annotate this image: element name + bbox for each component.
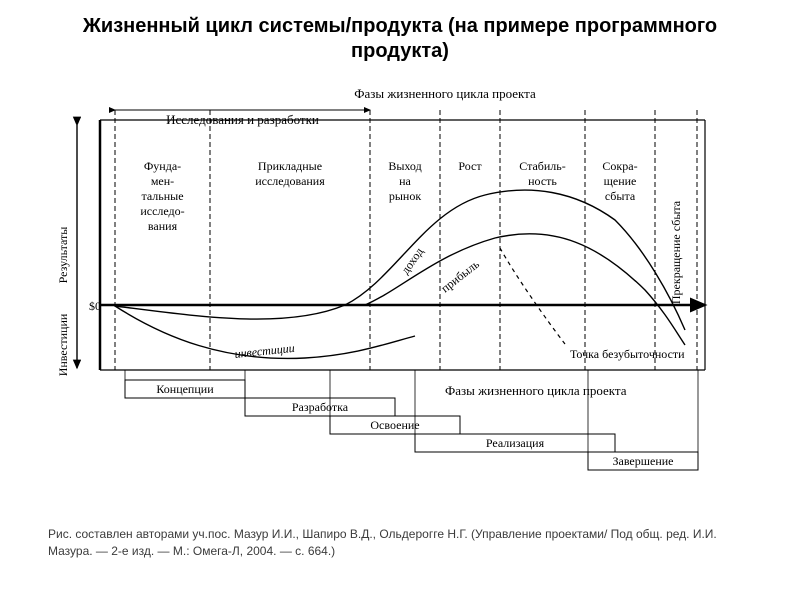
breakeven-pointer xyxy=(500,248,565,344)
phase-boxes-title: Фазы жизненного цикла проекта xyxy=(445,383,627,398)
phase-col-label: вания xyxy=(148,219,178,233)
phase-col-label: Прикладные xyxy=(258,159,322,173)
lifecycle-diagram: Фазы жизненного цикла проектаИсследовани… xyxy=(45,80,745,485)
phase-col-label: щение xyxy=(604,174,637,188)
curve-label-profit: прибыль xyxy=(438,257,482,296)
y-axis-label-bottom: Инвестиции xyxy=(56,313,70,376)
y-axis-label-top: Результаты xyxy=(56,227,70,284)
breakeven-label: Точка безубыточности xyxy=(570,347,685,361)
phase-col-label: мен- xyxy=(151,174,174,188)
phase-box-label: Освоение xyxy=(370,418,419,432)
phase-col-label: на xyxy=(399,174,411,188)
phase-col-label: рынок xyxy=(389,189,421,203)
phase-col-label: Фунда- xyxy=(144,159,181,173)
figure-caption: Рис. составлен авторами уч.пос. Мазур И.… xyxy=(48,526,752,560)
phase-col-label: Рост xyxy=(458,159,482,173)
phase-col-label: ность xyxy=(528,174,557,188)
phase-col-label: сбыта xyxy=(605,189,636,203)
phase-col-label: Выход xyxy=(388,159,421,173)
phase-col-label: тальные xyxy=(141,189,183,203)
phase-col-label: исследо- xyxy=(140,204,184,218)
phase-col-label: исследования xyxy=(255,174,325,188)
phase-box-label: Концепции xyxy=(156,382,214,396)
phase-col-label: Сокра- xyxy=(602,159,637,173)
slide-title: Жизненный цикл системы/продукта (на прим… xyxy=(80,14,720,64)
income-curve xyxy=(115,190,685,330)
phase-col-label: Прекращение сбыта xyxy=(669,200,683,304)
phase-col-label: Стабиль- xyxy=(519,159,566,173)
phase-box-label: Разработка xyxy=(292,400,349,414)
phases-title: Фазы жизненного цикла проекта xyxy=(354,86,536,101)
phase-box-label: Завершение xyxy=(613,454,674,468)
phase-box-label: Реализация xyxy=(486,436,545,450)
